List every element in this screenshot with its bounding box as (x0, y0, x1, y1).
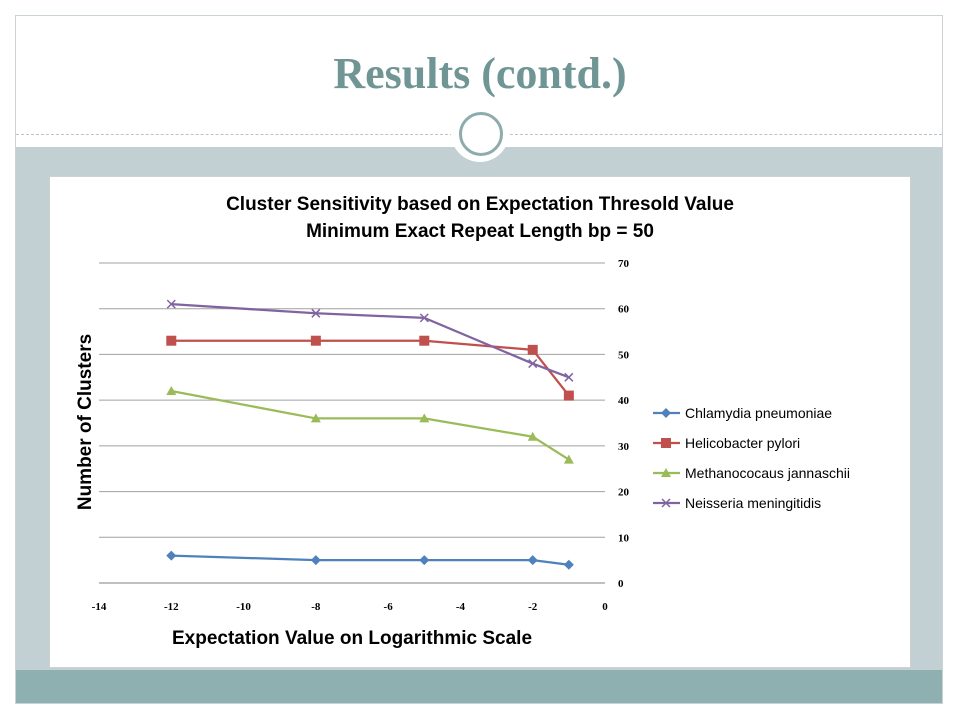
y-tick-label: 60 (618, 304, 630, 316)
data-point-neisseria-meningitidis (564, 372, 574, 382)
y-tick-label: 50 (618, 349, 630, 361)
data-point-methanococaus-jannaschii (166, 386, 177, 395)
y-tick-label: 70 (618, 258, 630, 270)
y-tick-label: 30 (618, 441, 630, 453)
legend-label-neisseria-meningitidis: Neisseria meningitidis (685, 495, 821, 511)
x-tick-label: 0 (602, 601, 608, 613)
data-point-methanococaus-jannaschii (527, 431, 538, 441)
legend-marker-methanococaus-jannaschii (661, 468, 671, 477)
legend-marker-chlamydia-pneumoniae (661, 408, 671, 418)
series-line-chlamydia-pneumoniae (171, 554, 569, 566)
y-tick-label: 20 (618, 487, 630, 499)
x-tick-label: -14 (92, 601, 107, 613)
data-point-helicobacter-pylori (527, 344, 538, 355)
circle-ornament-icon (451, 104, 509, 162)
data-point-chlamydia-pneumoniae (527, 555, 538, 566)
data-point-helicobacter-pylori (166, 335, 177, 346)
data-point-neisseria-meningitidis (528, 359, 538, 369)
chart-title: Cluster Sensitivity based on Expectation… (226, 194, 734, 215)
line-chart: Cluster Sensitivity based on Expectation… (75, 194, 850, 649)
chart-panel: Cluster Sensitivity based on Expectation… (49, 176, 911, 668)
data-point-chlamydia-pneumoniae (419, 555, 430, 566)
data-point-neisseria-meningitidis (311, 308, 321, 318)
footer-band (16, 670, 942, 703)
data-point-chlamydia-pneumoniae (310, 555, 321, 566)
legend-marker-helicobacter-pylori (661, 438, 671, 448)
legend-label-chlamydia-pneumoniae: Chlamydia pneumoniae (685, 405, 832, 421)
data-point-methanococaus-jannaschii (419, 413, 430, 423)
x-tick-label: -8 (311, 601, 321, 613)
x-tick-label: -4 (456, 601, 466, 613)
series-line-helicobacter-pylori (171, 339, 570, 397)
slide-title: Results (contd.) (333, 49, 627, 98)
chart-subtitle: Minimum Exact Repeat Length bp = 50 (306, 221, 654, 242)
data-point-neisseria-meningitidis (419, 313, 429, 323)
data-point-helicobacter-pylori (563, 390, 574, 401)
legend-marker-neisseria-meningitidis (661, 498, 671, 508)
data-point-chlamydia-pneumoniae (166, 550, 177, 561)
y-axis-label: Number of Clusters (75, 334, 96, 510)
data-point-neisseria-meningitidis (166, 299, 176, 309)
data-point-methanococaus-jannaschii (310, 413, 321, 423)
data-point-chlamydia-pneumoniae (563, 559, 574, 570)
series-line-methanococaus-jannaschii (171, 389, 570, 461)
x-tick-label: -10 (236, 601, 251, 613)
data-point-helicobacter-pylori (310, 335, 321, 346)
y-tick-label: 10 (618, 532, 630, 544)
x-tick-label: -6 (384, 601, 394, 613)
legend-label-helicobacter-pylori: Helicobacter pylori (685, 435, 800, 451)
x-tick-label: -2 (528, 601, 538, 613)
data-point-helicobacter-pylori (419, 335, 430, 346)
x-tick-label: -12 (164, 601, 179, 613)
legend-label-methanococaus-jannaschii: Methanococaus jannaschii (685, 465, 850, 481)
data-point-methanococaus-jannaschii (563, 454, 574, 464)
y-tick-label: 40 (618, 395, 630, 407)
x-axis-label: Expectation Value on Logarithmic Scale (172, 628, 532, 649)
y-tick-label: 0 (618, 578, 624, 590)
